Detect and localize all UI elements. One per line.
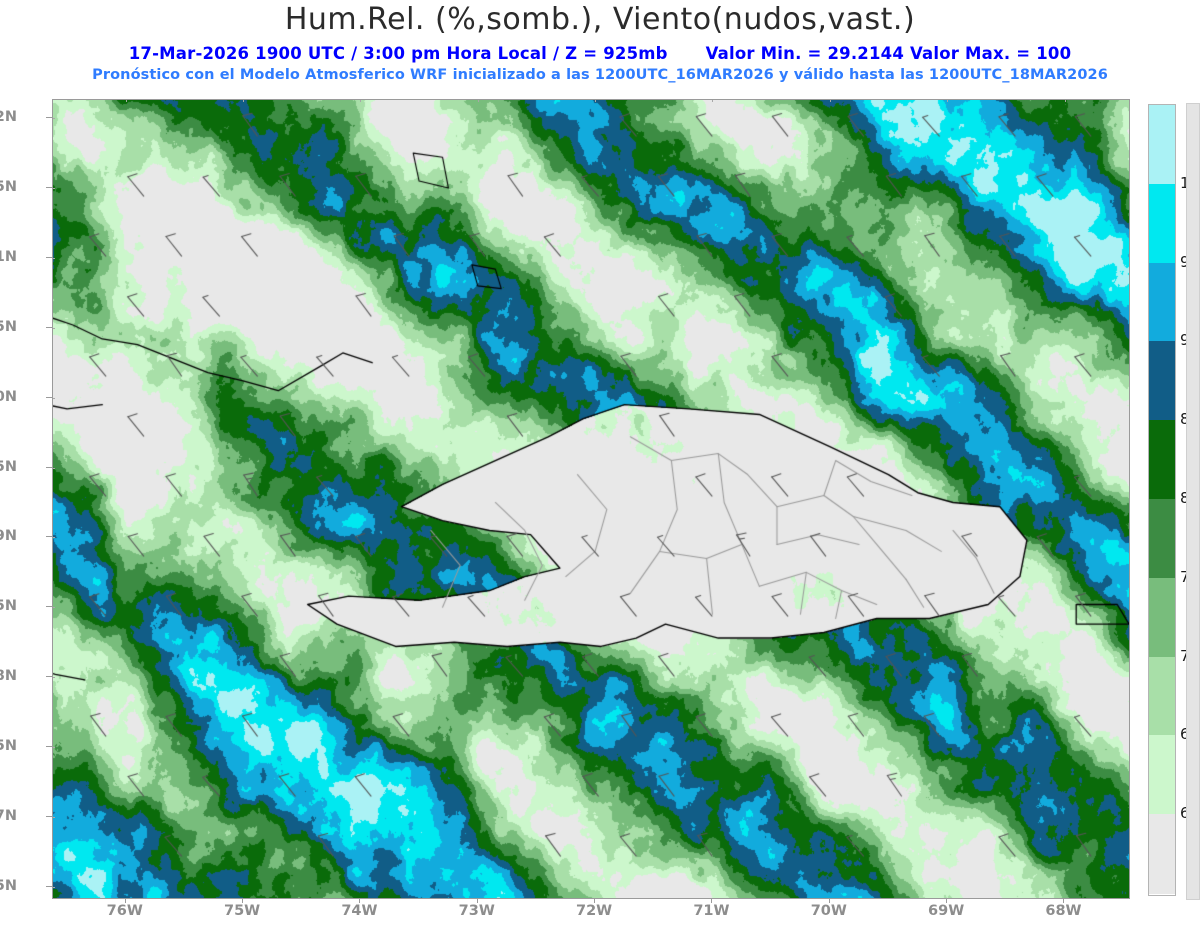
y-axis-tick bbox=[46, 396, 52, 398]
y-axis-tick bbox=[46, 885, 52, 887]
colorbar-band bbox=[1149, 341, 1175, 421]
x-axis-tick bbox=[124, 898, 126, 903]
x-axis-label: 74W bbox=[341, 903, 378, 919]
y-axis-tick bbox=[46, 746, 52, 748]
x-axis-tick bbox=[594, 898, 596, 903]
y-axis-tick bbox=[46, 606, 52, 608]
colorbar-band bbox=[1149, 105, 1175, 185]
y-axis-label: 18.5N bbox=[0, 598, 17, 615]
x-axis-tick bbox=[711, 898, 713, 903]
humidity-field bbox=[53, 100, 1129, 898]
y-axis-label: 19.5N bbox=[0, 458, 17, 475]
value-range: Valor Min. = 29.2144 Valor Max. = 100 bbox=[705, 44, 1072, 63]
y-axis-label: 19N bbox=[0, 528, 17, 545]
page-scrollbar[interactable] bbox=[1186, 103, 1200, 900]
colorbar-band bbox=[1149, 262, 1175, 342]
colorbar-band bbox=[1149, 420, 1175, 500]
y-axis-tick bbox=[46, 256, 52, 258]
y-axis-label: 17N bbox=[0, 807, 17, 824]
y-axis-label: 20.5N bbox=[0, 318, 17, 335]
x-axis-tick bbox=[828, 898, 830, 903]
x-axis-label: 73W bbox=[458, 903, 495, 919]
x-axis-label: 69W bbox=[928, 903, 965, 919]
y-axis-label: 21N bbox=[0, 248, 17, 265]
y-axis-label: 22N bbox=[0, 109, 17, 126]
colorbar bbox=[1148, 104, 1176, 896]
y-axis-tick bbox=[46, 466, 52, 468]
page-title: Hum.Rel. (%,somb.), Viento(nudos,vast.) bbox=[284, 2, 916, 37]
map-plot-area[interactable] bbox=[52, 99, 1130, 899]
y-axis-label: 18N bbox=[0, 668, 17, 685]
colorbar-band bbox=[1149, 577, 1175, 658]
colorbar-band bbox=[1149, 499, 1175, 579]
forecast-meta-line: 17-Mar-2026 1900 UTC / 3:00 pm Hora Loca… bbox=[0, 44, 1200, 63]
x-axis-tick bbox=[946, 898, 948, 903]
x-axis-label: 76W bbox=[106, 903, 143, 919]
y-axis-tick bbox=[46, 676, 52, 678]
x-axis-tick bbox=[242, 898, 244, 903]
x-axis-label: 72W bbox=[576, 903, 613, 919]
x-axis-tick bbox=[1063, 898, 1065, 903]
y-axis-tick bbox=[46, 117, 52, 119]
forecast-datetime: 17-Mar-2026 1900 UTC / 3:00 pm Hora Loca… bbox=[128, 44, 668, 63]
y-axis-label: 16.5N bbox=[0, 877, 17, 894]
y-axis-tick bbox=[46, 536, 52, 538]
x-axis-label: 70W bbox=[810, 903, 847, 919]
colorbar-band bbox=[1149, 656, 1175, 736]
y-axis-label: 17.5N bbox=[0, 738, 17, 755]
x-axis-label: 75W bbox=[223, 903, 261, 919]
model-description: Pronóstico con el Modelo Atmosferico WRF… bbox=[92, 67, 1108, 83]
colorbar-band bbox=[1149, 735, 1175, 815]
x-axis-label: 71W bbox=[693, 903, 730, 919]
y-axis-label: 21.5N bbox=[0, 179, 17, 196]
y-axis-label: 20N bbox=[0, 388, 17, 405]
x-axis-tick bbox=[476, 898, 478, 903]
chart-header: Hum.Rel. (%,somb.), Viento(nudos,vast.) … bbox=[0, 0, 1200, 95]
x-axis-tick bbox=[359, 898, 361, 903]
x-axis-label: 68W bbox=[1045, 903, 1082, 919]
colorbar-band bbox=[1149, 183, 1175, 264]
y-axis-tick bbox=[46, 815, 52, 817]
y-axis-tick bbox=[46, 187, 52, 189]
colorbar-band bbox=[1149, 814, 1175, 894]
y-axis-tick bbox=[46, 326, 52, 328]
